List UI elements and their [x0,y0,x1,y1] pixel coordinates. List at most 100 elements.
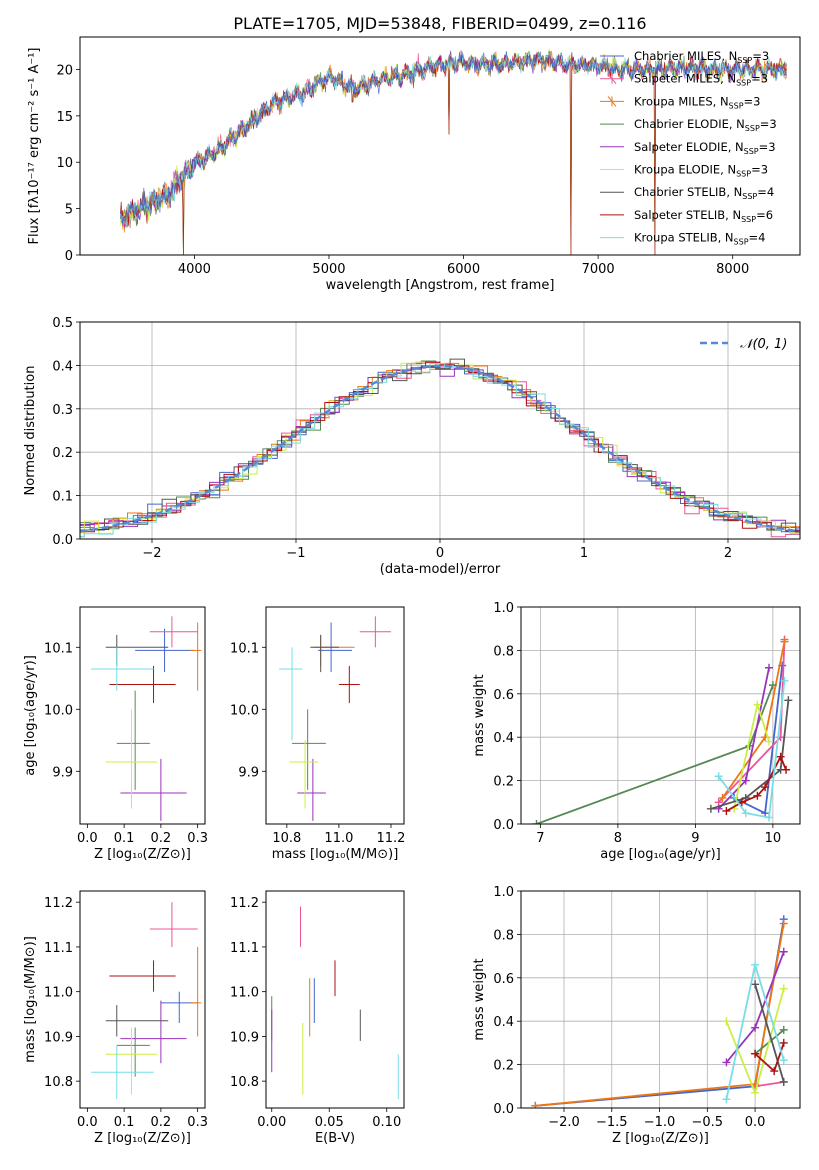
y-tick-label: 0.4 [52,359,73,374]
y-tick-label: 11.0 [44,986,73,1001]
y-tick-label: 10.9 [230,1030,259,1045]
x-tick-label: 11.0 [324,831,353,846]
y-tick-label: 0.2 [493,775,514,790]
x-tick-label: 1 [580,546,588,561]
x-tick-label: 7000 [582,262,615,277]
axes-mass-vs-Z: 0.0 0.1 0.2 0.3 10.8 10.9 11.0 11.1 11.2 Z [log₁₀… [23,890,208,1146]
spectrum-lines [120,49,787,255]
legend-label-sub: SSP [734,238,749,247]
y-tick-label: 11.0 [230,986,259,1001]
weight-point [722,1058,731,1067]
legend-label-eq: =3 [744,94,761,108]
axes-frame [265,606,405,825]
weight-point [714,772,723,781]
weight-point [770,1067,779,1076]
y-tick-label: 0.0 [493,1102,514,1117]
x-tick-label: 0.00 [257,1115,286,1130]
weight-point [765,737,773,746]
errorbars [91,902,202,1100]
weight-point [718,793,727,802]
plot-area-age-vs-Z [91,616,202,821]
weight-point [753,791,762,800]
legend-label-eq: =3 [752,49,769,63]
weight-point [751,1049,760,1058]
weight-point [776,752,785,761]
y-axis-label: mass weight [472,674,487,756]
plot-area-massweight-vs-Z [531,915,788,1108]
x-tick-label: 8 [614,831,622,846]
legend-marker [607,96,617,107]
legend-label: Salpeter STELIB, NSSP=6 [634,208,773,224]
legend-label-sub: SSP [745,124,760,133]
axes-age-vs-Z: 0.0 0.1 0.2 0.3 9.9 10.0 10.1 Z [log₁₀(Z/Z⊙)] ag… [23,606,208,862]
x-tick-label: 10 [765,831,782,846]
plot-area-mass-vs-EBV [271,906,399,1100]
y-tick-label: 0.0 [493,818,514,833]
x-tick-label: 4000 [178,262,211,277]
y-tick-label: 10.0 [230,703,259,718]
legend-label-name: Kroupa STELIB, N [634,231,734,245]
weight-point [779,1025,788,1034]
axes-mass-vs-EBV: 0.00 0.05 0.10 10.8 10.9 11.0 11.1 11.2 E(B-V) [230,890,405,1146]
y-tick-label: 10.9 [44,1030,73,1045]
weight-point [751,1088,760,1097]
weight-point [765,813,773,822]
legend-label-eq: =3 [751,163,768,177]
x-tick-label: −0.5 [692,1115,724,1130]
legend-label-sub: SSP [736,79,751,88]
weight-lines [532,635,793,824]
x-tick-label: 0.1 [114,1115,135,1130]
plot-area-massweight-vs-age [532,635,793,824]
y-tick-label: 5 [65,203,73,218]
x-tick-label: 2 [724,546,732,561]
y-tick-label: 10.0 [44,703,73,718]
axes-frame [265,890,405,1109]
x-tick-label: 0.0 [745,1115,766,1130]
y-tick-label: 9.9 [238,765,259,780]
plot-area-age-vs-mass [279,616,391,821]
weight-point [782,765,791,774]
legend-label-name: Salpeter MILES, N [634,72,736,86]
axes-frame [79,606,206,825]
legend-label-sub: SSP [742,192,757,201]
legend-label-eq: =4 [757,185,774,199]
plot-area-mass-vs-Z [91,902,202,1100]
y-tick-label: 1.0 [493,601,514,616]
y-tick-label: 1.0 [493,885,514,900]
legend-label: 𝒩(0, 1) [740,337,787,352]
legend-label: Salpeter ELODIE, NSSP=3 [634,140,776,156]
weight-point [722,1095,731,1104]
y-axis-label: age [log₁₀(age/yr)] [23,655,38,776]
errorbars [91,616,202,821]
weight-point [706,804,715,813]
x-tick-label: 6000 [447,262,480,277]
legend-label-name: Chabrier STELIB, N [634,185,742,199]
y-axis-label: Normed distribution [23,366,38,496]
histogram-series [80,363,800,538]
errorbars [279,616,391,821]
y-tick-label: 0.5 [52,316,73,331]
x-tick-label: 0.10 [372,1115,401,1130]
normal-curve [80,364,800,533]
legend-label: Chabrier ELODIE, NSSP=3 [634,117,777,133]
y-tick-label: 0.4 [493,1015,514,1030]
x-tick-label: 7 [536,831,544,846]
weight-point [532,820,541,824]
y-tick-label: 11.2 [44,896,73,911]
x-tick-label: 11.2 [377,831,406,846]
axes-spectrum: 4000 5000 6000 7000 8000 0 5 10 15 20 wavelength [… [27,36,801,293]
x-tick-label: −2 [142,546,161,561]
legend-label: Kroupa ELODIE, NSSP=3 [634,163,768,179]
x-tick-label: 10.8 [272,831,301,846]
x-tick-label: 0.0 [77,1115,98,1130]
weight-series [754,984,785,1083]
x-tick-label: 5000 [312,262,345,277]
figure-title: PLATE=1705, MJD=53848, FIBERID=0499, z=0… [233,14,646,33]
legend-label-sub: SSP [737,56,752,65]
y-tick-label: 11.1 [44,941,73,956]
weight-point [751,980,760,989]
x-tick-label: −1.5 [596,1115,628,1130]
weight-point [741,776,750,785]
